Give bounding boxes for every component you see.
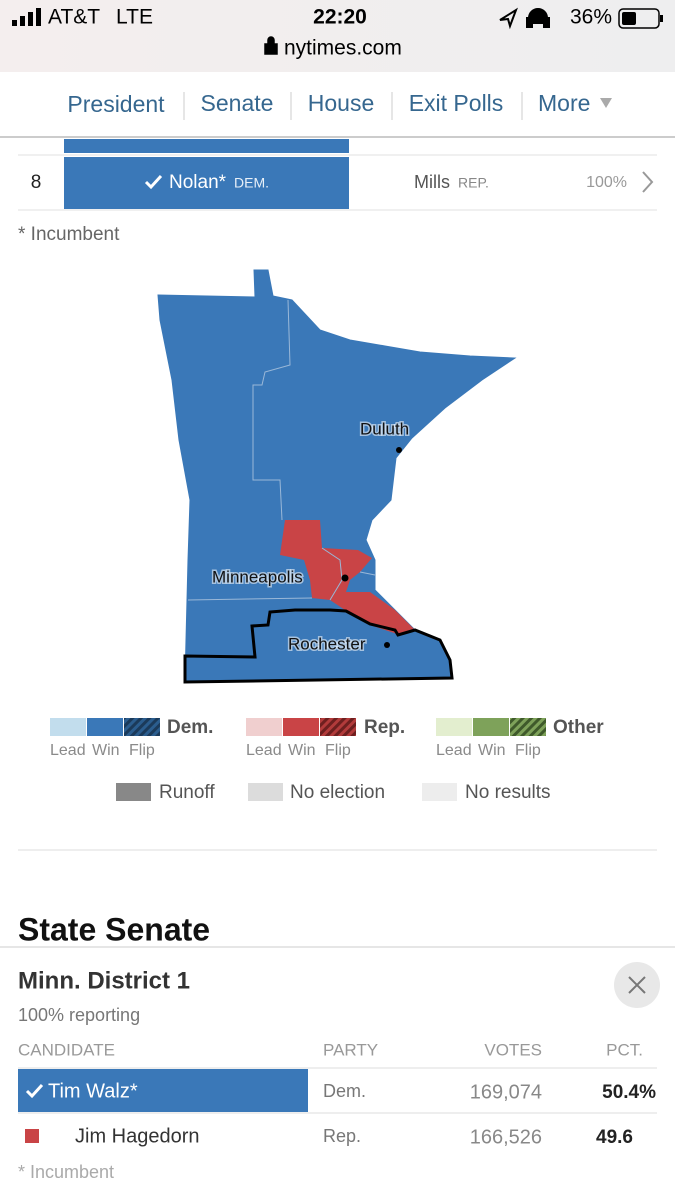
popup-title: Minn. District 1 <box>18 967 190 994</box>
district-1-outline[interactable] <box>183 608 454 684</box>
legend-item: Win <box>478 742 506 759</box>
browser-header <box>0 0 675 72</box>
column-header: PCT. <box>606 1040 643 1059</box>
district-number: 8 <box>31 172 42 193</box>
nav-link[interactable]: House <box>308 90 374 116</box>
state-shape[interactable] <box>157 269 517 683</box>
winner-party: DEM. <box>234 175 269 191</box>
candidate-votes: 169,074 <box>470 1081 542 1103</box>
loser-name: Mills <box>414 172 450 192</box>
swatch <box>246 718 282 736</box>
incumbent-note: * Incumbent <box>18 224 120 245</box>
legend-item: Flip <box>325 742 351 759</box>
swatch <box>50 718 86 736</box>
winner-bar <box>64 157 349 209</box>
nav-link[interactable]: Exit Polls <box>409 90 504 116</box>
swatch <box>473 718 509 736</box>
nav-bar <box>0 72 675 137</box>
headphones-icon <box>526 8 550 28</box>
legend-label: Other <box>553 717 604 738</box>
legend-item: Flip <box>515 742 541 759</box>
section-title: State Senate <box>18 911 210 947</box>
chevron[interactable] <box>642 171 654 193</box>
map: Duluth Minneapolis Rochester <box>157 269 517 684</box>
carrier: AT&T <box>48 6 100 29</box>
battery-icon <box>618 8 660 29</box>
battery-percent: 36% <box>570 6 612 29</box>
swatch <box>283 718 319 736</box>
swatch <box>436 718 472 736</box>
city-label: Minneapolis <box>212 567 303 586</box>
legend-label: No results <box>465 782 551 803</box>
city-dot <box>384 642 390 648</box>
nav-caret <box>600 98 612 108</box>
legend-item: Lead <box>246 742 282 759</box>
district-popup: Minn. District 1 100% reporting CANDIDAT… <box>0 946 675 1200</box>
battery-level <box>622 12 636 25</box>
nav-link[interactable]: Senate <box>201 90 274 116</box>
popup-reporting: 100% reporting <box>18 1005 140 1025</box>
candidate-votes: 166,526 <box>470 1126 542 1148</box>
incumbent-note: * Incumbent <box>18 1162 114 1182</box>
candidate-pct: 50.4% <box>602 1082 656 1103</box>
candidate-name: Tim Walz* <box>48 1080 138 1102</box>
swatch <box>422 783 457 801</box>
legend-item: Lead <box>50 742 86 759</box>
winner-name: Nolan* <box>169 172 227 193</box>
city-dot <box>341 574 349 582</box>
candidate-name: Jim Hagedorn <box>75 1125 200 1147</box>
close-icon <box>628 976 646 994</box>
city-label: Duluth <box>360 419 409 438</box>
legend: Dem. Lead Win Flip Rep. Lead Win Flip Ot… <box>50 717 604 803</box>
loser-party: REP. <box>458 175 489 191</box>
nav-link[interactable]: President <box>67 91 165 117</box>
legend-item: Win <box>92 742 120 759</box>
clock: 22:20 <box>313 6 367 29</box>
reporting: 100% <box>586 174 627 191</box>
legend-item: Lead <box>436 742 472 759</box>
signal-icon <box>12 8 41 26</box>
swatch <box>124 718 160 736</box>
legend-item: Flip <box>129 742 155 759</box>
legend-item: Win <box>288 742 316 759</box>
check-icon <box>25 1083 44 1099</box>
candidate-pct: 49.6 <box>596 1127 633 1148</box>
winner-bar <box>18 1069 308 1112</box>
legend-label: No election <box>290 782 385 803</box>
legend-label: Dem. <box>167 717 213 738</box>
legend-label: Rep. <box>364 717 405 738</box>
swatch <box>87 718 123 736</box>
city-label: Rochester <box>288 634 366 653</box>
battery-cap <box>660 15 663 22</box>
column-header: PARTY <box>323 1040 378 1059</box>
district-borders <box>187 299 376 601</box>
nav-link[interactable]: More <box>538 90 590 116</box>
column-header: VOTES <box>484 1040 542 1059</box>
candidate-party: Dem. <box>323 1081 366 1101</box>
legend-label: Runoff <box>159 782 215 803</box>
swatch <box>510 718 546 736</box>
prev-row-bar <box>64 139 349 153</box>
city-dot <box>396 447 402 453</box>
swatch <box>116 783 151 801</box>
url[interactable]: nytimes.com <box>284 37 402 60</box>
column-header: CANDIDATE <box>18 1040 115 1059</box>
check-icon <box>144 174 163 190</box>
swatch <box>248 783 283 801</box>
location-icon <box>499 7 518 30</box>
popup-shadow <box>0 946 675 949</box>
party-marker <box>25 1129 39 1143</box>
swatch <box>320 718 356 736</box>
candidate-party: Rep. <box>323 1126 361 1146</box>
lock-icon <box>264 36 278 55</box>
network: LTE <box>116 6 153 29</box>
